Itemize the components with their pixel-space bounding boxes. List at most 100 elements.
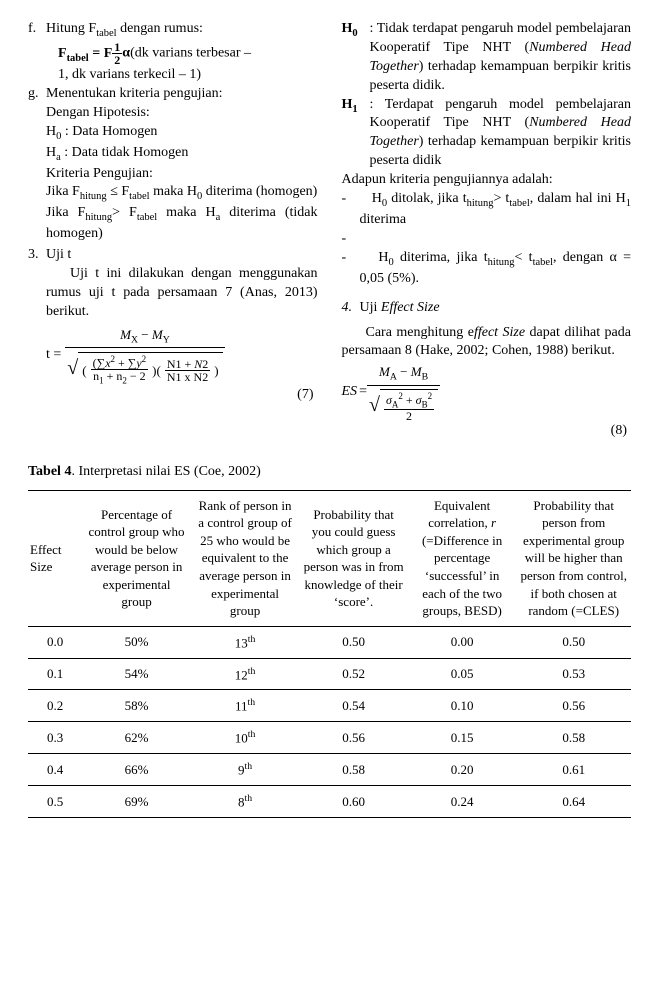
bullet-body: H0 ditolak, jika thitung> ttabel, dalam … xyxy=(360,190,632,230)
bullet-marker: - xyxy=(342,230,360,249)
h0-body: : Tidak terdapat pengaruh model pembelaj… xyxy=(370,20,632,96)
text: < t xyxy=(515,250,533,265)
cell-rank: 11th xyxy=(191,690,300,722)
item-f-line3: 1, dk varians terkecil – 1) xyxy=(46,66,318,85)
th-rank: Rank of person in a control group of 25 … xyxy=(191,490,300,626)
text: F xyxy=(58,46,67,61)
cell-p2: 0.56 xyxy=(516,690,631,722)
cell-es: 0.5 xyxy=(28,786,82,818)
cell-p2: 0.58 xyxy=(516,722,631,754)
item-f-content: Hitung Ftabel dengan rumus: Ftabel = F12… xyxy=(46,20,318,85)
h1-label: H1 xyxy=(342,96,370,172)
bullet-1: - H0 ditolak, jika thitung> ttabel, dala… xyxy=(342,190,632,230)
left-column: f. Hitung Ftabel dengan rumus: Ftabel = … xyxy=(28,20,318,441)
text: , dalam hal ini H xyxy=(530,191,626,206)
cell-rank: 12th xyxy=(191,658,300,690)
bullet-empty: - xyxy=(342,230,632,249)
table-row: 0.258%11th0.540.100.56 xyxy=(28,690,631,722)
eff-para: Cara menghitung effect Size dapat diliha… xyxy=(342,324,632,362)
cell-p1: 0.60 xyxy=(299,786,408,818)
right-column: H0 : Tidak terdapat pengaruh model pembe… xyxy=(342,20,632,441)
two-column-layout: f. Hitung Ftabel dengan rumus: Ftabel = … xyxy=(28,20,631,441)
item-f-line1: Hitung Ftabel dengan rumus: xyxy=(46,20,318,41)
equation-7: t = MX − MY √ ( (∑x2 + ∑y2 n1 + n2 − 2 xyxy=(28,326,318,405)
h0-label: H0 xyxy=(342,20,370,96)
table-body: 0.050%13th0.500.000.500.154%12th0.520.05… xyxy=(28,626,631,817)
g-h0: H0 : Data Homogen xyxy=(46,123,318,144)
text: : Data tidak Homogen xyxy=(61,145,189,160)
text: = F xyxy=(89,46,113,61)
cell-rank: 13th xyxy=(191,626,300,658)
cell-p1: 0.54 xyxy=(299,690,408,722)
item-f-marker: f. xyxy=(28,20,46,85)
th-effect-size: Effect Size xyxy=(28,490,82,626)
text: H xyxy=(378,250,388,265)
th-pct: Percentage of control group who would be… xyxy=(82,490,191,626)
cell-pct: 58% xyxy=(82,690,191,722)
table-header-row: Effect Size Percentage of control group … xyxy=(28,490,631,626)
cell-es: 0.3 xyxy=(28,722,82,754)
th-cles: Probability that person from experimenta… xyxy=(516,490,631,626)
cell-es: 0.1 xyxy=(28,658,82,690)
table-row: 0.154%12th0.520.050.53 xyxy=(28,658,631,690)
h0-row: H0 : Tidak terdapat pengaruh model pembe… xyxy=(342,20,632,96)
th-prob-guess: Probability that you could guess which g… xyxy=(299,490,408,626)
item-f-formula: Ftabel = F12α(dk varians terbesar – xyxy=(46,41,318,66)
table-row: 0.569%8th0.600.240.64 xyxy=(28,786,631,818)
cell-pct: 50% xyxy=(82,626,191,658)
text: Tabel 4 xyxy=(28,464,71,479)
cell-r: 0.10 xyxy=(408,690,517,722)
cell-p2: 0.50 xyxy=(516,626,631,658)
text: ditolak, jika t xyxy=(387,191,467,206)
cell-rank: 8th xyxy=(191,786,300,818)
bullet-marker: - xyxy=(342,190,360,230)
bullet-2: - H0 diterima, jika thitung< ttabel, den… xyxy=(342,249,632,289)
item-g-content: Menentukan kriteria pengujian: Dengan Hi… xyxy=(46,85,318,244)
kriteria-line: Adapun kriteria pengujiannya adalah: xyxy=(342,171,632,190)
uji-t-para: Uji t ini dilakukan dengan menggunakan r… xyxy=(28,265,318,322)
g-j1: Jika Fhitung ≤ Ftabel maka H0 diterima (… xyxy=(46,183,318,204)
text: ffect Size xyxy=(474,325,525,340)
g-kp: Kriteria Pengujian: xyxy=(46,165,318,184)
cell-p1: 0.52 xyxy=(299,658,408,690)
text: Hitung F xyxy=(46,21,96,36)
text: (dk varians terbesar – xyxy=(130,46,251,61)
item-f: f. Hitung Ftabel dengan rumus: Ftabel = … xyxy=(28,20,318,85)
text: Effect Size xyxy=(381,300,440,315)
text: . Interpretasi nilai ES (Coe, 2002) xyxy=(71,464,260,479)
text: : Data Homogen xyxy=(61,124,157,139)
text: diterima xyxy=(360,212,407,227)
eq8-label: (8) xyxy=(342,422,632,441)
cell-pct: 69% xyxy=(82,786,191,818)
item-g-marker: g. xyxy=(28,85,46,244)
cell-pct: 62% xyxy=(82,722,191,754)
eff-num: 4. xyxy=(342,299,360,318)
cell-p1: 0.56 xyxy=(299,722,408,754)
cell-rank: 9th xyxy=(191,754,300,786)
table-title: Tabel 4. Interpretasi nilai ES (Coe, 200… xyxy=(28,463,631,482)
text: Jika F xyxy=(46,205,85,220)
text: H xyxy=(372,191,382,206)
g-j2: Jika Fhitung> Ftabel maka Ha diterima (t… xyxy=(46,204,318,244)
text: maka H xyxy=(150,184,197,199)
cell-p1: 0.50 xyxy=(299,626,408,658)
table-row: 0.362%10th0.560.150.58 xyxy=(28,722,631,754)
uji-t-num: 3. xyxy=(28,246,46,265)
cell-r: 0.05 xyxy=(408,658,517,690)
g-ha: Ha : Data tidak Homogen xyxy=(46,144,318,165)
bullet-body xyxy=(360,230,632,249)
table-row: 0.050%13th0.500.000.50 xyxy=(28,626,631,658)
th-corr: Equivalent correlation, r (=Difference i… xyxy=(408,490,517,626)
uji-t-heading: 3. Uji t xyxy=(28,246,318,265)
cell-es: 0.4 xyxy=(28,754,82,786)
text: Uji xyxy=(360,300,381,315)
text: maka H xyxy=(157,205,215,220)
cell-es: 0.2 xyxy=(28,690,82,722)
item-g: g. Menentukan kriteria pengujian: Dengan… xyxy=(28,85,318,244)
text: ≤ F xyxy=(107,184,129,199)
cell-p2: 0.64 xyxy=(516,786,631,818)
cell-p2: 0.53 xyxy=(516,658,631,690)
cell-r: 0.15 xyxy=(408,722,517,754)
text: diterima (homogen) xyxy=(202,184,317,199)
text: dengan rumus: xyxy=(117,21,203,36)
